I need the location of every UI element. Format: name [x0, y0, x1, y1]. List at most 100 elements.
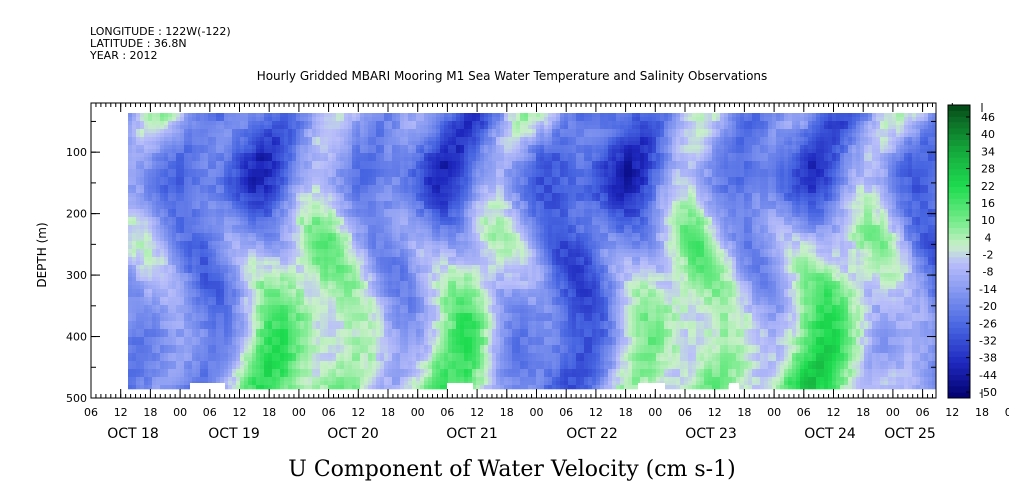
heat-cell-4293	[376, 173, 381, 178]
heat-cell-1326	[204, 173, 209, 178]
heat-cell-4743	[400, 317, 405, 322]
heat-cell-2719	[284, 225, 289, 230]
heat-cell-1341	[204, 233, 209, 238]
heat-cell-3563	[332, 289, 337, 294]
heat-cell-4943	[412, 289, 417, 294]
heat-cell-2451	[268, 257, 273, 262]
heat-cell-3549	[332, 233, 337, 238]
heat-cell-1160	[192, 337, 197, 342]
heat-cell-1916	[236, 325, 241, 330]
heat-cell-3223	[312, 309, 317, 314]
heat-cell-4554	[392, 113, 397, 118]
heat-cell-2191	[252, 321, 257, 326]
heat-cell-737	[168, 301, 173, 306]
heat-cell-4783	[404, 201, 409, 206]
heat-cell-2796	[288, 257, 293, 262]
heat-cell-2421	[268, 137, 273, 142]
heat-cell-267	[140, 353, 145, 358]
heat-cell-157	[136, 189, 141, 194]
heat-cell-2957	[296, 349, 301, 354]
heat-cell-3846	[348, 317, 353, 322]
heat-cell-3589	[336, 117, 341, 122]
heat-cell-4630	[396, 141, 401, 146]
heat-cell-4923	[412, 209, 417, 214]
heat-cell-2393	[264, 301, 269, 306]
heat-cell-1625	[220, 265, 225, 270]
heat-cell-3474	[328, 209, 333, 214]
heat-cell-4532	[388, 301, 393, 306]
heat-cell-2425	[268, 153, 273, 158]
heat-cell-1369	[204, 345, 209, 350]
heat-cell-4071	[364, 113, 369, 118]
heat-cell-1915	[236, 321, 241, 326]
heat-cell-112	[132, 285, 137, 290]
heat-cell-2023	[244, 201, 249, 206]
heat-cell-1250	[200, 145, 205, 150]
heat-cell-3176	[312, 121, 317, 126]
heat-cell-1166	[192, 361, 197, 366]
heat-cell-1209	[196, 257, 201, 262]
heat-cell-2581	[276, 225, 281, 230]
heat-cell-1571	[216, 325, 221, 330]
heat-cell-522	[156, 269, 161, 274]
heat-cell-4428	[384, 161, 389, 166]
heat-cell-1188	[196, 173, 201, 178]
heat-cell-627	[164, 137, 169, 142]
heat-cell-2450	[268, 253, 273, 258]
heat-cell-3633	[336, 293, 341, 298]
heat-cell-4763	[404, 121, 409, 126]
heat-cell-4564	[392, 153, 397, 158]
heat-cell-2376	[264, 233, 269, 238]
heat-cell-4149	[368, 149, 373, 154]
heat-cell-257	[140, 313, 145, 318]
heat-cell-1598	[220, 157, 225, 162]
heat-cell-2314	[260, 261, 265, 266]
heat-cell-134	[132, 373, 137, 378]
heat-cell-1921	[236, 345, 241, 350]
heat-cell-3177	[312, 125, 317, 130]
heat-cell-2564	[276, 157, 281, 162]
heat-cell-1234	[196, 357, 201, 362]
heat-cell-3135	[308, 233, 313, 238]
heat-cell-1087	[188, 321, 193, 326]
heat-cell-199	[136, 357, 141, 362]
heat-cell-4705	[400, 165, 405, 170]
heat-cell-4657	[396, 249, 401, 254]
heat-cell-493	[156, 153, 161, 158]
heat-cell-650	[164, 229, 169, 234]
heat-cell-1107	[192, 125, 197, 130]
heat-cell-856	[176, 225, 181, 230]
heat-cell-1662	[224, 137, 229, 142]
heat-cell-2738	[284, 301, 289, 306]
heat-cell-1177	[196, 129, 201, 134]
heat-cell-172	[136, 249, 141, 254]
heat-cell-20	[128, 193, 133, 198]
heat-cell-3949	[356, 177, 361, 182]
heat-cell-3524	[332, 133, 337, 138]
heat-cell-3051	[304, 173, 309, 178]
heat-cell-1361	[204, 313, 209, 318]
heat-cell-3679	[340, 201, 345, 206]
heat-cell-3062	[304, 217, 309, 222]
heat-cell-455	[152, 277, 157, 282]
heat-cell-2154	[252, 173, 257, 178]
heat-cell-106	[132, 261, 137, 266]
heat-cell-4165	[368, 213, 373, 218]
heat-cell-3219	[312, 293, 317, 298]
heat-cell-3674	[340, 181, 345, 186]
heat-cell-4635	[396, 161, 401, 166]
heat-cell-4221	[372, 161, 377, 166]
heat-cell-4757	[400, 373, 405, 378]
heat-cell-2188	[252, 309, 257, 314]
heat-cell-3047	[304, 157, 309, 162]
heat-cell-4688	[396, 373, 401, 378]
heat-cell-3058	[304, 201, 309, 206]
heat-cell-1076	[188, 277, 193, 282]
heat-cell-2187	[252, 305, 257, 310]
heat-cell-261	[140, 329, 145, 334]
heat-cell-3576	[332, 341, 337, 346]
heat-cell-2419	[268, 129, 273, 134]
heat-cell-2841	[292, 161, 297, 166]
heat-cell-1751	[228, 217, 233, 222]
heat-cell-2220	[256, 161, 261, 166]
